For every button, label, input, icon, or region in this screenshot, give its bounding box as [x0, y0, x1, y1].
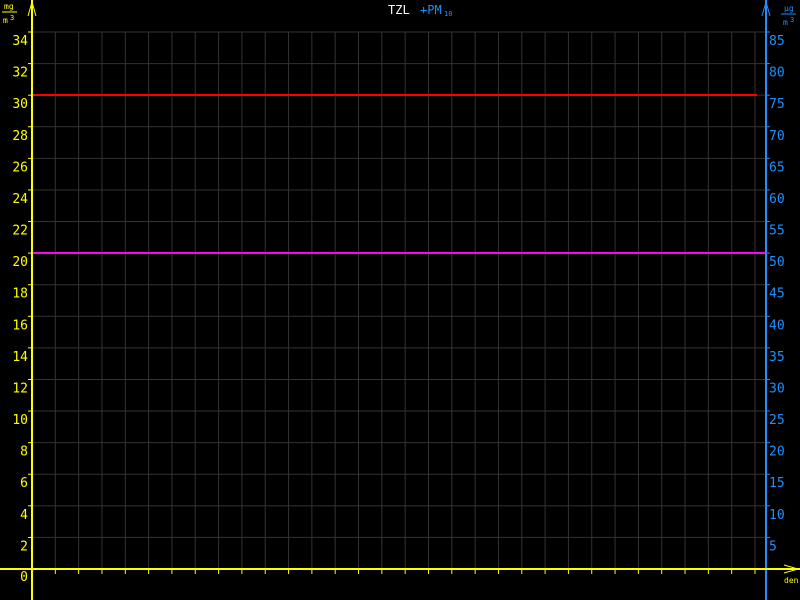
- right-tick-label: 55: [769, 224, 785, 239]
- right-tick-label: 5: [769, 539, 777, 554]
- left-tick-label: 12: [12, 381, 28, 396]
- right-tick-label: 85: [769, 34, 785, 49]
- chart-title-subscript: 10: [444, 10, 452, 18]
- left-tick-label: 4: [20, 508, 28, 523]
- right-unit-den: m: [783, 18, 788, 27]
- right-unit-num: µg: [784, 4, 794, 13]
- left-tick-label: 26: [12, 160, 28, 175]
- left-tick-label: 14: [12, 350, 28, 365]
- right-axis-arrow: [761, 0, 771, 17]
- left-unit-den: m: [3, 16, 8, 25]
- right-tick-label: 25: [769, 413, 785, 428]
- right-tick-label: 15: [769, 476, 785, 491]
- left-tick-label: 22: [12, 224, 28, 239]
- right-unit-exp: 3: [790, 16, 794, 24]
- left-tick-label: 20: [12, 255, 28, 270]
- chart-title-secondary: +PM: [420, 3, 442, 17]
- reference-lines: [32, 94, 766, 254]
- left-tick-label: 34: [12, 34, 28, 49]
- right-tick-label: 75: [769, 97, 785, 112]
- left-tick-label: 30: [12, 97, 28, 112]
- right-tick-label: 60: [769, 192, 785, 207]
- right-tick-label: 10: [769, 508, 785, 523]
- left-tick-label: 10: [12, 413, 28, 428]
- right-tick-label: 80: [769, 66, 785, 81]
- left-tick-label: 28: [12, 129, 28, 144]
- left-tick-label: 8: [20, 445, 28, 460]
- x-axis-arrow: [783, 564, 800, 574]
- left-tick-label: 24: [12, 192, 28, 207]
- left-unit-exp: 3: [10, 14, 14, 22]
- left-axis-arrow: [27, 0, 37, 17]
- labels: 0246810121416182022242628303234510152025…: [12, 34, 784, 585]
- right-tick-label: 30: [769, 381, 785, 396]
- left-tick-label: 0: [20, 570, 28, 585]
- right-tick-label: 35: [769, 350, 785, 365]
- right-tick-label: 45: [769, 287, 785, 302]
- right-tick-label: 65: [769, 160, 785, 175]
- right-tick-label: 70: [769, 129, 785, 144]
- x-axis-label: den: [784, 576, 799, 585]
- left-tick-label: 16: [12, 318, 28, 333]
- left-unit-num: mg: [4, 2, 14, 11]
- left-tick-label: 6: [20, 476, 28, 491]
- right-tick-label: 40: [769, 318, 785, 333]
- left-tick-label: 32: [12, 66, 28, 81]
- grid: [32, 31, 766, 569]
- left-tick-label: 18: [12, 287, 28, 302]
- right-tick-label: 20: [769, 445, 785, 460]
- left-tick-label: 2: [20, 539, 28, 554]
- right-tick-label: 50: [769, 255, 785, 270]
- chart-title-primary: TZL: [388, 3, 410, 17]
